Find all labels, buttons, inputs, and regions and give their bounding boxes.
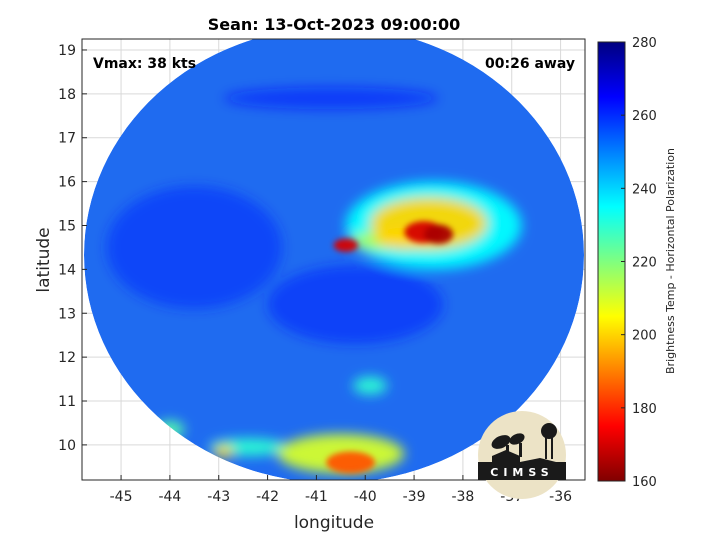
colorbar-label: Brightness Temp - Horizontal Polarizatio… bbox=[664, 148, 677, 374]
cimss-logo: CIMSS bbox=[478, 411, 566, 499]
cimss-logo-text: CIMSS bbox=[490, 466, 553, 479]
colorbar-tick-label: 200 bbox=[632, 329, 657, 344]
y-tick-label: 12 bbox=[58, 350, 76, 366]
x-axis: -45-44-43-42-41-40-39-38-37-36 bbox=[110, 475, 572, 505]
y-tick-label: 19 bbox=[58, 43, 76, 59]
time-away-annotation: 00:26 away bbox=[485, 56, 575, 72]
brightness-feature bbox=[223, 87, 439, 110]
y-axis-label: latitude bbox=[34, 227, 54, 292]
colorbar-gradient bbox=[597, 41, 626, 482]
y-tick-label: 17 bbox=[58, 131, 76, 147]
brightness-feature bbox=[326, 451, 376, 474]
colorbar-tick-label: 280 bbox=[632, 36, 657, 51]
swath-background bbox=[84, 39, 584, 480]
brightness-feature bbox=[333, 238, 358, 252]
y-tick-label: 14 bbox=[58, 262, 76, 278]
colorbar-tick-label: 260 bbox=[632, 109, 657, 124]
vmax-annotation: Vmax: 38 kts bbox=[93, 56, 196, 72]
y-tick-label: 16 bbox=[58, 175, 76, 191]
colorbar-tick-label: 220 bbox=[632, 256, 657, 271]
brightness-feature bbox=[353, 376, 388, 395]
axes-box bbox=[81, 38, 586, 481]
colorbar: 160 180 200 220 240 260 280 Brightness Temp - … bbox=[597, 36, 677, 490]
x-tick-label: -45 bbox=[110, 489, 133, 505]
x-tick-label: -43 bbox=[207, 489, 230, 505]
colorbar-tick-label: 160 bbox=[632, 475, 657, 490]
colorbar-tick-label: 180 bbox=[632, 402, 657, 417]
x-axis-label: longitude bbox=[294, 513, 374, 533]
x-tick-label: -42 bbox=[256, 489, 279, 505]
brightness-feature bbox=[423, 224, 454, 244]
y-tick-label: 11 bbox=[58, 394, 76, 410]
colorbar-tick-label: 240 bbox=[632, 182, 657, 197]
brightness-feature bbox=[106, 186, 283, 309]
y-tick-label: 13 bbox=[58, 306, 76, 322]
y-tick-label: 10 bbox=[58, 438, 76, 454]
x-tick-label: -38 bbox=[451, 489, 474, 505]
chart-title: Sean: 13-Oct-2023 09:00:00 bbox=[208, 15, 461, 34]
x-tick-label: -41 bbox=[305, 489, 328, 505]
y-tick-label: 15 bbox=[58, 218, 76, 234]
x-tick-label: -44 bbox=[158, 489, 181, 505]
x-tick-label: -36 bbox=[549, 489, 572, 505]
x-tick-label: -40 bbox=[354, 489, 377, 505]
y-tick-label: 18 bbox=[58, 87, 76, 103]
brightness-feature bbox=[213, 444, 234, 459]
microwave-swath bbox=[84, 39, 584, 480]
brightness-feature bbox=[267, 264, 444, 344]
y-axis: 10 11 12 13 14 15 16 17 18 19 bbox=[58, 43, 87, 454]
x-tick-label: -39 bbox=[403, 489, 426, 505]
